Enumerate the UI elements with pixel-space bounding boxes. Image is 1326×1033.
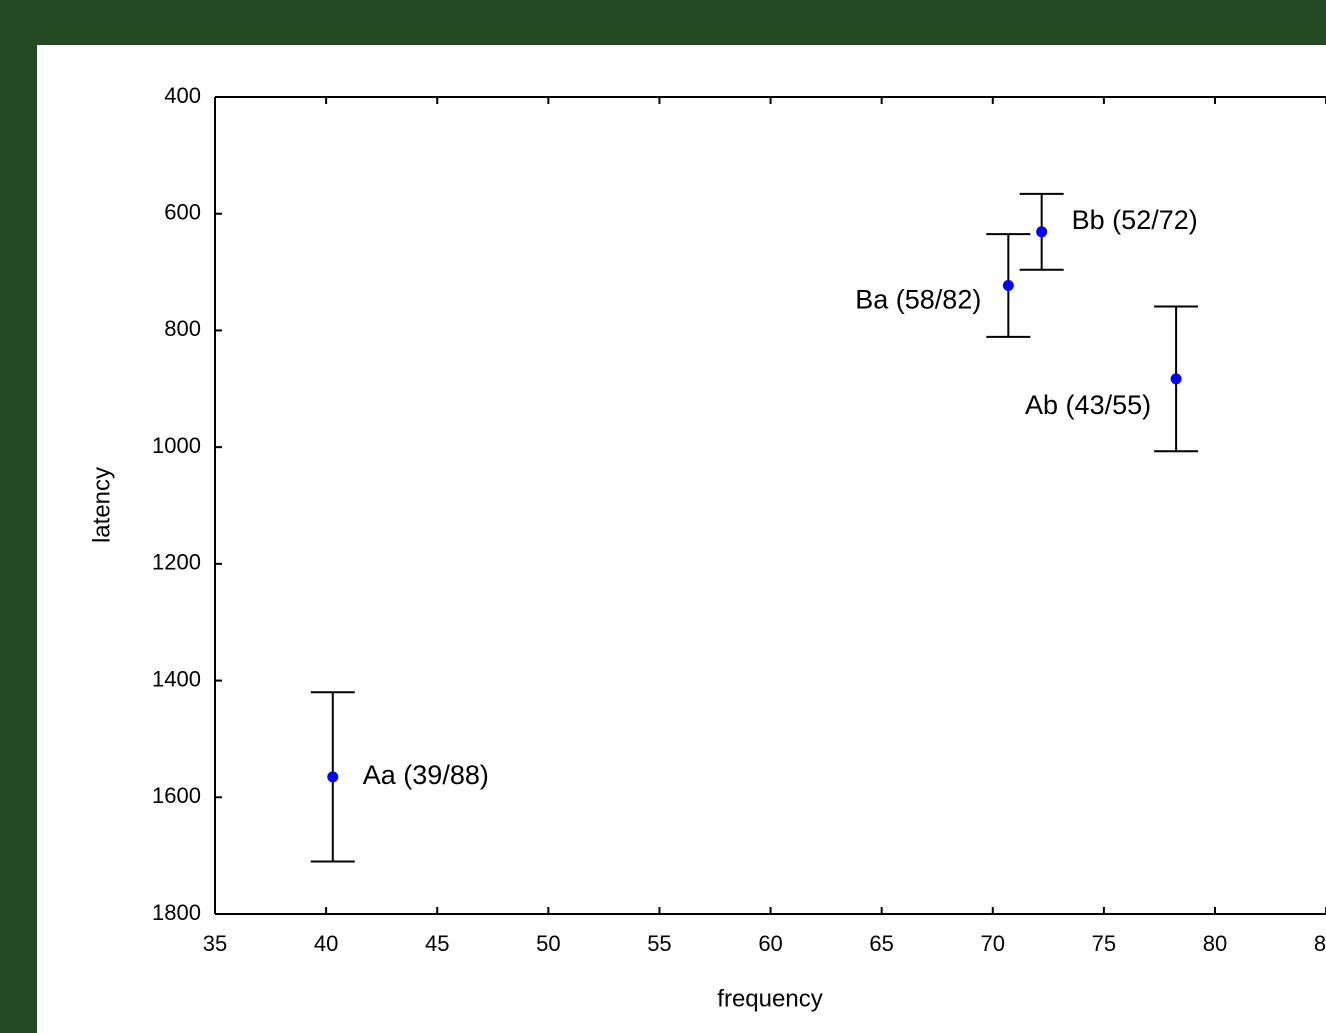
y-tick-label: 1000 bbox=[152, 433, 201, 458]
x-tick-label: 70 bbox=[981, 931, 1005, 956]
y-tick-label: 1200 bbox=[152, 550, 201, 575]
x-tick-label: 40 bbox=[314, 931, 338, 956]
point bbox=[1002, 279, 1014, 291]
x-tick-label: 45 bbox=[425, 931, 449, 956]
point-label: Bb (52/72) bbox=[1072, 205, 1198, 235]
point bbox=[1170, 373, 1182, 385]
x-tick-label: 55 bbox=[647, 931, 671, 956]
y-tick-label: 600 bbox=[164, 200, 201, 225]
y-tick-label: 1400 bbox=[152, 666, 201, 691]
x-tick-label: 50 bbox=[536, 931, 560, 956]
x-tick-label: 80 bbox=[1203, 931, 1227, 956]
point-label: Ba (58/82) bbox=[855, 285, 981, 315]
x-axis-label: frequency bbox=[717, 985, 822, 1012]
y-tick-label: 800 bbox=[164, 316, 201, 341]
point bbox=[327, 771, 339, 783]
x-tick-label: 85 bbox=[1314, 931, 1326, 956]
x-tick-label: 65 bbox=[869, 931, 893, 956]
y-axis-label: latency bbox=[88, 467, 115, 543]
x-tick-label: 60 bbox=[758, 931, 782, 956]
x-tick-label: 35 bbox=[203, 931, 227, 956]
y-tick-label: 1800 bbox=[152, 900, 201, 925]
point-label: Ab (43/55) bbox=[1025, 390, 1151, 420]
y-tick-label: 1600 bbox=[152, 783, 201, 808]
point-label: Aa (39/88) bbox=[363, 760, 489, 790]
point bbox=[1036, 226, 1048, 238]
panel bbox=[37, 45, 1326, 1033]
x-tick-label: 75 bbox=[1092, 931, 1116, 956]
y-tick-label: 400 bbox=[164, 83, 201, 108]
